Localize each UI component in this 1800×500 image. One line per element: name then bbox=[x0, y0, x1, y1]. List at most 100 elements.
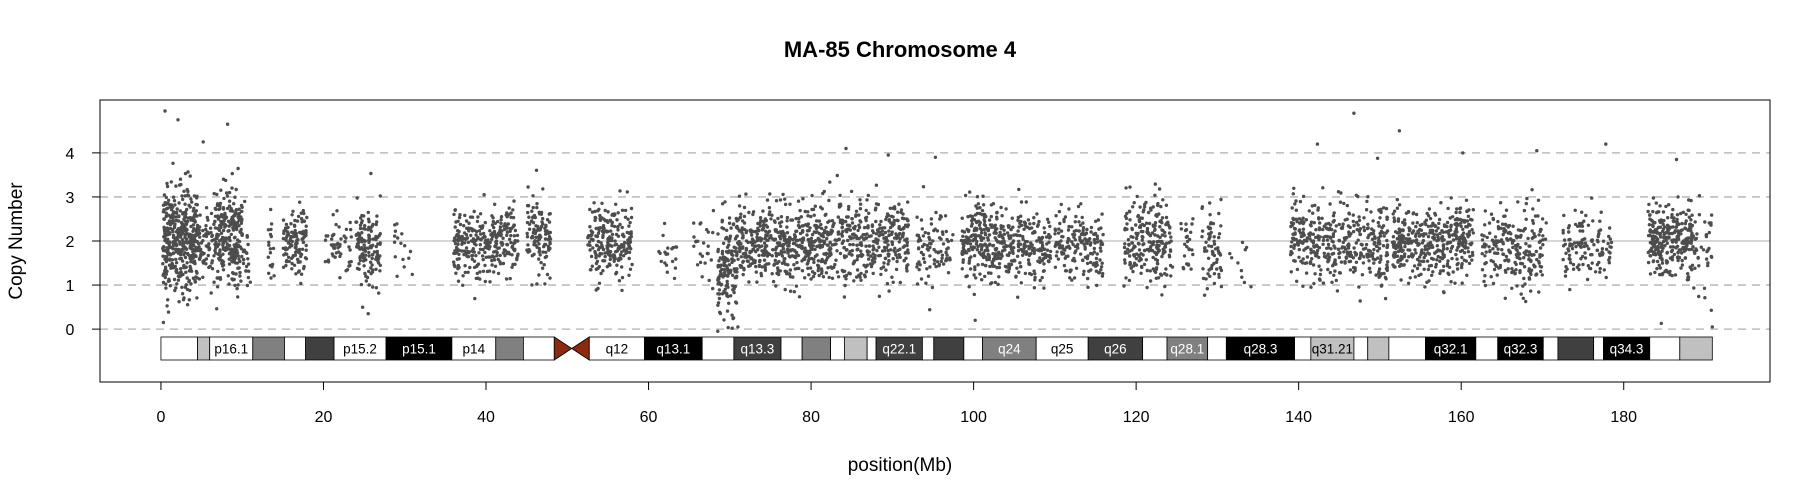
data-point bbox=[1488, 249, 1492, 254]
data-point bbox=[1487, 221, 1492, 225]
data-point bbox=[1441, 244, 1446, 249]
data-point bbox=[1158, 235, 1162, 240]
data-point bbox=[1032, 251, 1037, 255]
data-point bbox=[880, 229, 884, 233]
data-point bbox=[210, 234, 214, 239]
data-point bbox=[177, 248, 181, 252]
data-point bbox=[787, 244, 791, 248]
data-point bbox=[997, 262, 1002, 266]
data-point bbox=[980, 208, 985, 213]
data-point bbox=[753, 244, 757, 249]
data-point bbox=[606, 210, 610, 214]
data-point bbox=[1395, 237, 1400, 241]
data-point bbox=[1411, 239, 1416, 243]
data-point bbox=[199, 247, 203, 251]
data-point bbox=[509, 215, 513, 219]
data-point bbox=[951, 233, 955, 237]
data-point bbox=[478, 237, 483, 241]
data-point bbox=[393, 255, 397, 259]
data-point bbox=[192, 215, 196, 220]
data-point bbox=[237, 207, 241, 211]
data-point bbox=[1358, 232, 1363, 237]
data-point bbox=[1137, 218, 1142, 222]
data-point bbox=[1038, 278, 1042, 283]
data-point bbox=[589, 254, 594, 259]
data-point bbox=[926, 274, 931, 278]
data-point bbox=[824, 212, 828, 216]
data-point bbox=[980, 212, 984, 217]
data-point bbox=[960, 252, 965, 257]
data-point bbox=[932, 247, 936, 252]
data-point bbox=[1441, 253, 1446, 257]
data-point bbox=[817, 273, 821, 278]
data-point bbox=[1543, 237, 1548, 241]
data-point bbox=[1009, 244, 1013, 249]
data-point bbox=[1136, 241, 1141, 246]
data-point bbox=[799, 246, 803, 250]
data-point bbox=[1023, 223, 1027, 227]
data-point bbox=[964, 274, 968, 279]
data-point bbox=[898, 237, 902, 241]
data-point bbox=[186, 170, 190, 174]
data-point bbox=[164, 214, 168, 219]
data-point bbox=[208, 226, 213, 230]
data-point bbox=[859, 271, 863, 276]
data-point bbox=[794, 216, 798, 221]
data-point bbox=[780, 254, 785, 258]
data-point bbox=[289, 222, 293, 226]
data-point bbox=[1495, 273, 1499, 277]
data-point bbox=[1187, 247, 1191, 251]
data-point bbox=[1379, 210, 1383, 215]
data-point bbox=[1418, 263, 1422, 267]
data-point bbox=[493, 202, 497, 206]
data-point bbox=[1054, 214, 1058, 218]
data-point bbox=[698, 252, 702, 256]
data-point bbox=[1537, 260, 1541, 264]
data-point bbox=[883, 256, 888, 260]
data-point bbox=[890, 275, 894, 279]
data-point bbox=[206, 253, 210, 258]
data-point bbox=[1002, 245, 1006, 249]
data-point bbox=[172, 199, 177, 203]
data-point bbox=[1088, 237, 1092, 241]
data-point bbox=[972, 254, 977, 258]
data-point bbox=[892, 248, 896, 253]
data-point bbox=[1460, 281, 1464, 285]
data-point bbox=[721, 241, 726, 245]
data-point bbox=[1068, 276, 1072, 280]
data-point bbox=[239, 227, 243, 232]
data-point bbox=[729, 268, 733, 273]
data-point bbox=[1023, 271, 1028, 276]
data-point bbox=[732, 267, 736, 271]
data-point bbox=[1037, 236, 1041, 240]
data-point bbox=[720, 267, 724, 272]
data-point bbox=[1466, 214, 1471, 218]
data-point bbox=[299, 252, 304, 257]
data-point bbox=[526, 210, 530, 215]
data-point bbox=[172, 210, 176, 214]
data-point bbox=[1372, 242, 1376, 246]
data-point bbox=[1491, 281, 1496, 286]
data-point bbox=[731, 284, 735, 288]
data-point bbox=[171, 241, 175, 245]
data-point bbox=[1242, 280, 1247, 285]
data-point bbox=[1378, 242, 1382, 246]
data-point bbox=[1535, 257, 1539, 262]
data-point bbox=[452, 260, 456, 264]
data-point bbox=[1141, 253, 1145, 257]
data-point bbox=[492, 225, 496, 230]
data-point bbox=[536, 227, 540, 231]
data-point bbox=[1029, 241, 1033, 245]
data-point bbox=[1534, 249, 1539, 254]
data-point bbox=[1445, 264, 1450, 268]
data-point bbox=[1580, 224, 1585, 228]
data-point bbox=[1160, 221, 1164, 225]
data-point bbox=[593, 251, 597, 255]
data-point bbox=[1122, 284, 1126, 288]
data-point bbox=[925, 243, 929, 248]
data-point bbox=[1601, 239, 1606, 243]
data-point bbox=[859, 241, 863, 245]
data-point bbox=[1598, 266, 1602, 271]
data-point bbox=[1184, 228, 1189, 232]
data-point bbox=[973, 265, 977, 269]
